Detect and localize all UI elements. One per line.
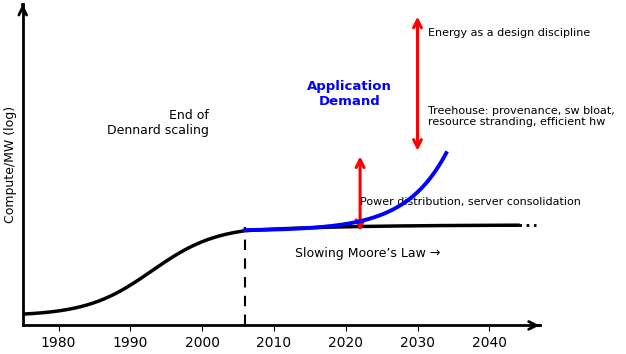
Text: Application
Demand: Application Demand (307, 80, 392, 108)
Text: Power distribution, server consolidation: Power distribution, server consolidation (360, 197, 581, 207)
Text: Slowing Moore’s Law →: Slowing Moore’s Law → (295, 247, 441, 259)
Y-axis label: Compute/MW (log): Compute/MW (log) (4, 106, 17, 223)
Text: Energy as a design discipline: Energy as a design discipline (428, 28, 590, 38)
Text: End of
Dennard scaling: End of Dennard scaling (108, 109, 209, 137)
Text: Treehouse: provenance, sw bloat,
resource stranding, efficient hw: Treehouse: provenance, sw bloat, resourc… (428, 106, 615, 127)
